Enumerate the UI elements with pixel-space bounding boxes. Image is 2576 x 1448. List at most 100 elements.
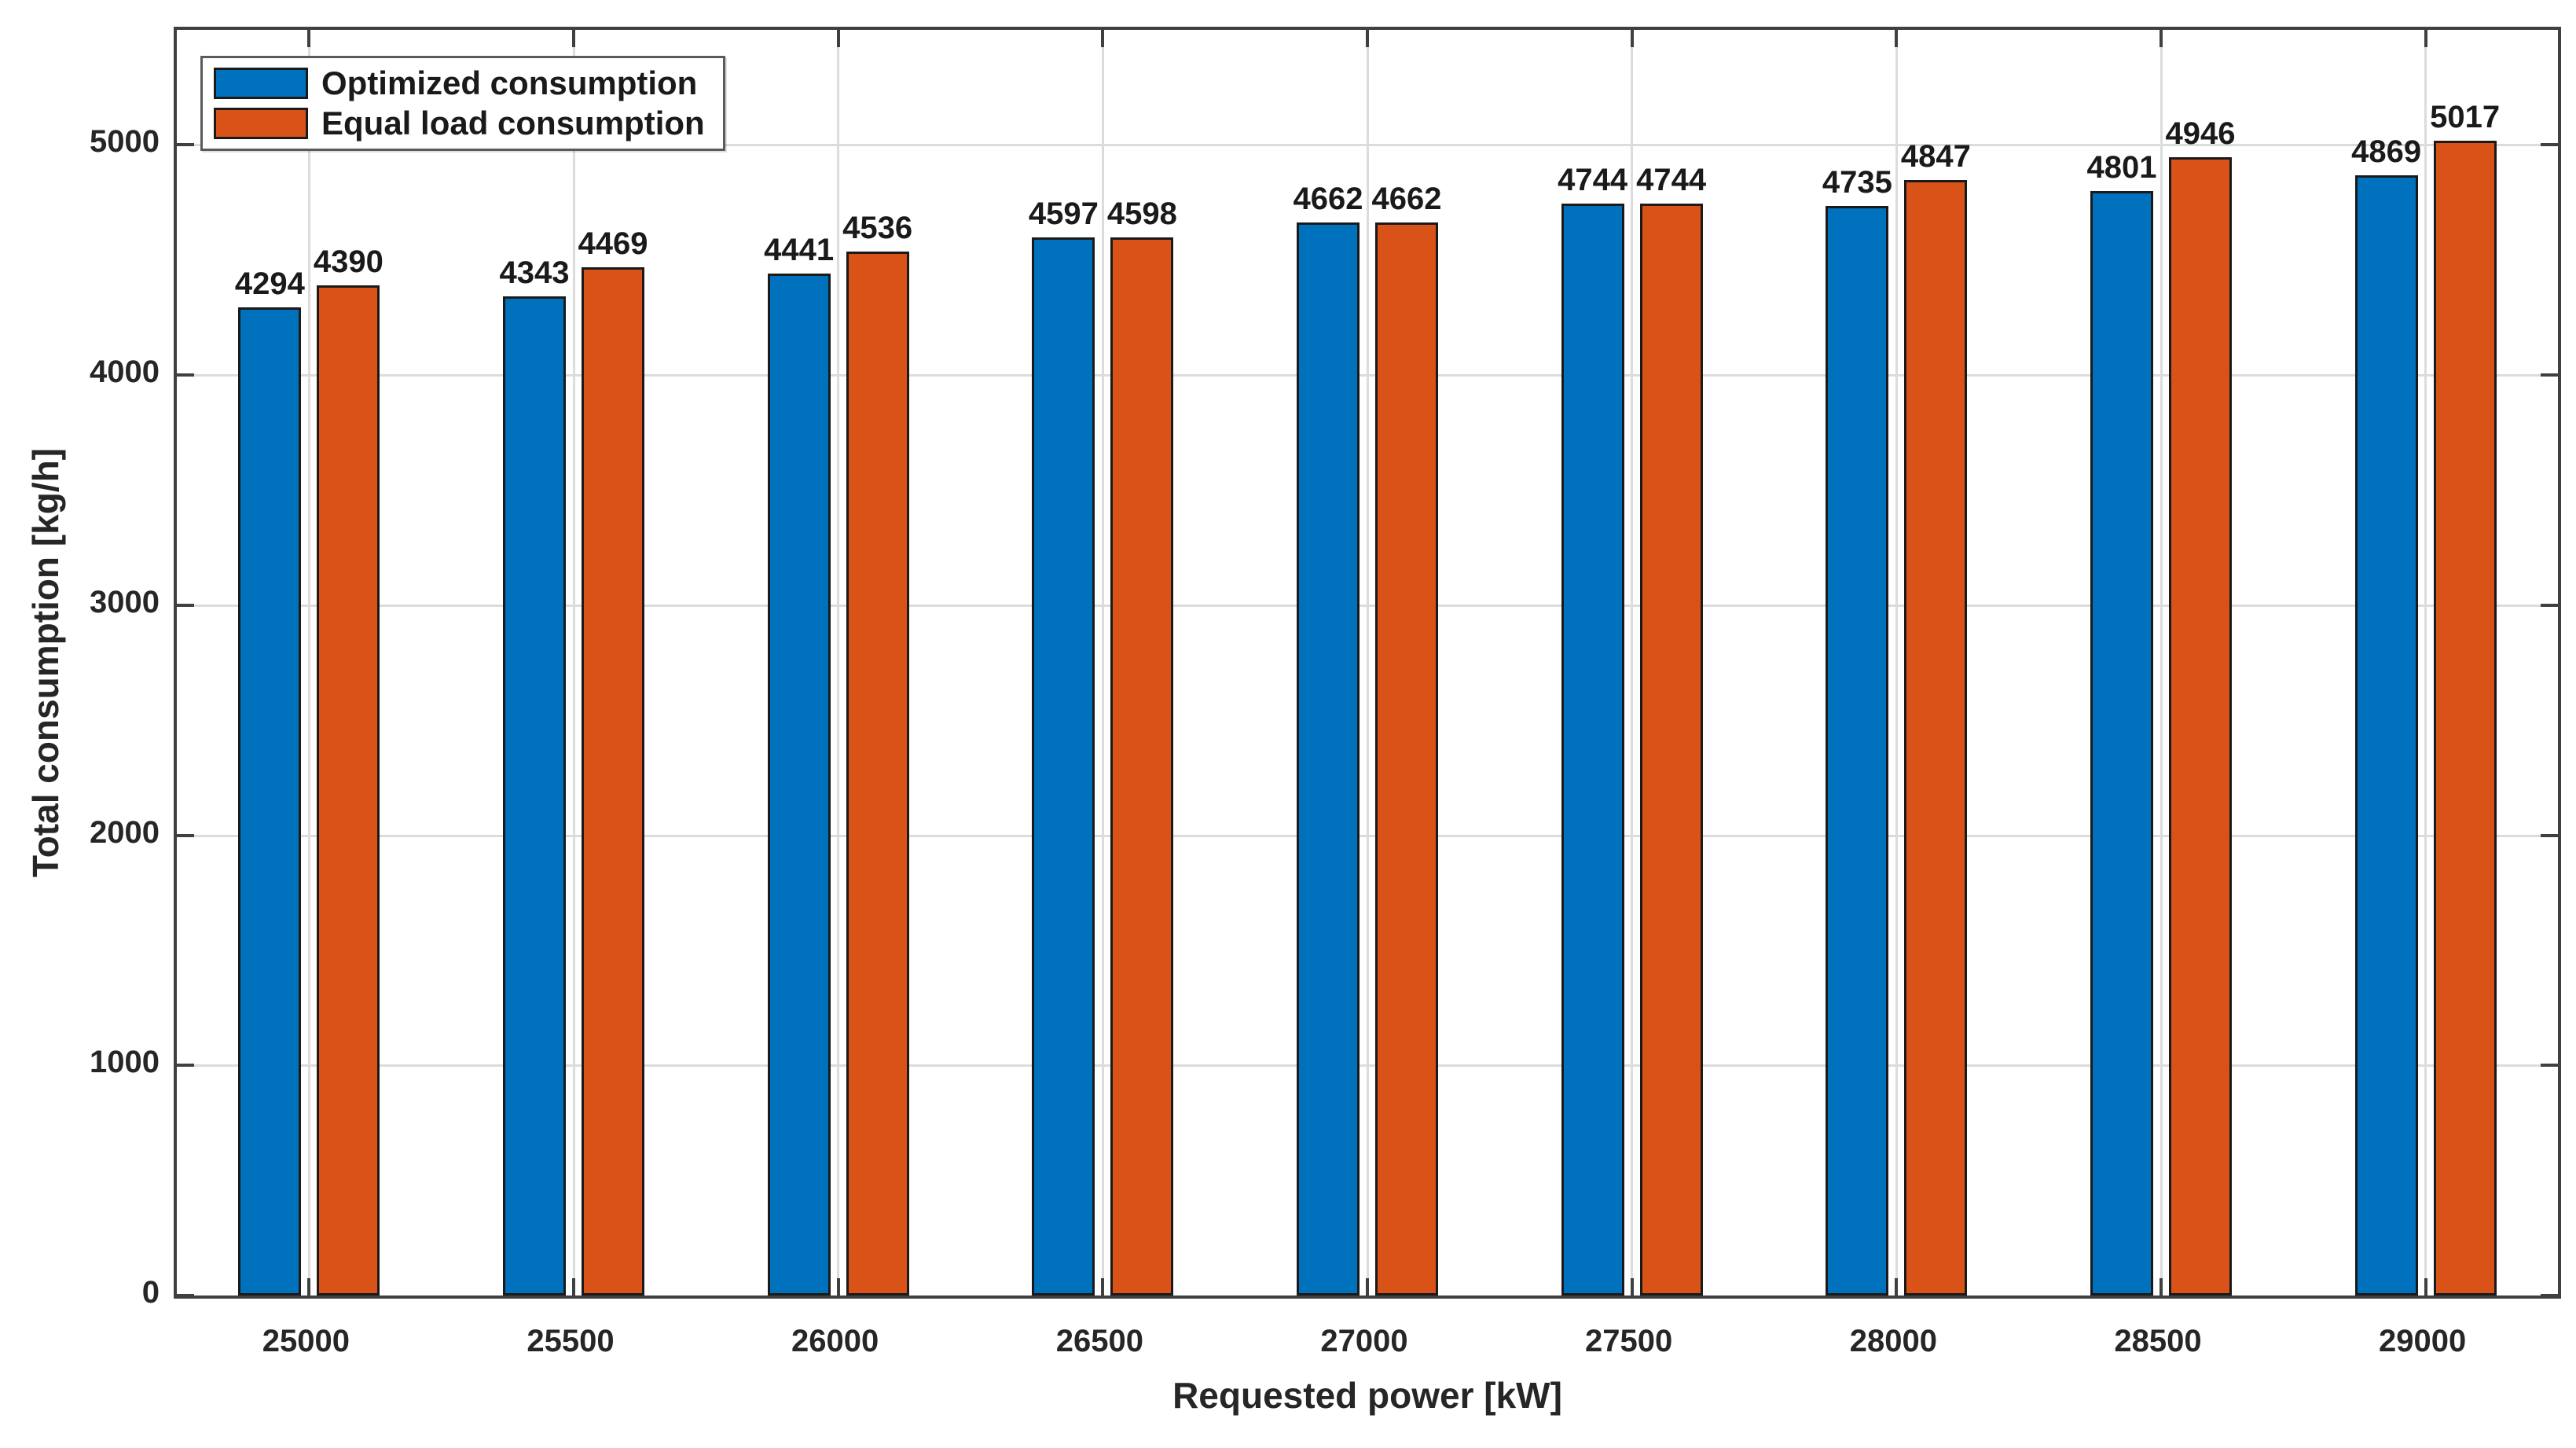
bar-value-label-optimized-26000: 4441 [764, 233, 835, 267]
x-tick-label-26000: 26000 [791, 1324, 879, 1358]
x-tick-top-28000 [1895, 30, 1899, 47]
x-tick-label-25000: 25000 [262, 1324, 350, 1358]
bar-equal-load-26500 [1110, 237, 1174, 1295]
y-tick-right-1000 [2541, 1064, 2558, 1068]
x-tick-top-29000 [2424, 30, 2427, 47]
gridline-v-25500 [572, 30, 575, 1295]
bar-value-label-optimized-27000: 4662 [1293, 182, 1363, 217]
bar-optimized-27500 [1561, 204, 1624, 1295]
bar-optimized-28000 [1826, 205, 1889, 1295]
bar-equal-load-26000 [846, 252, 909, 1295]
legend-swatch-optimized-icon [214, 67, 308, 99]
y-tick-left-2000 [177, 833, 194, 837]
x-tick-bottom-27000 [1366, 1278, 1369, 1295]
bar-equal-load-28000 [1904, 180, 1968, 1295]
gridline-v-26500 [1101, 30, 1104, 1295]
legend-label-optimized: Optimized consumption [321, 64, 698, 101]
x-axis-label: Requested power [kW] [1172, 1375, 1562, 1416]
bar-equal-load-29000 [2433, 141, 2497, 1295]
bar-value-label-optimized-28000: 4735 [1822, 164, 1892, 200]
bar-value-label-equal-load-28500: 4946 [2165, 116, 2236, 152]
bar-value-label-equal-load-27000: 4662 [1371, 182, 1442, 217]
bar-value-labels-layer: 4294 4390 4343 4469 4441 4536 4597 4598 4662 4662… [177, 30, 2558, 1295]
bar-optimized-27000 [1297, 222, 1360, 1295]
bars-layer [177, 30, 2558, 1295]
x-tick-bottom-26000 [836, 1278, 840, 1295]
gridline-v-28500 [2160, 30, 2163, 1295]
y-tick-left-0 [177, 1294, 194, 1297]
x-tick-bottom-28500 [2160, 1278, 2163, 1295]
y-tick-right-5000 [2541, 143, 2558, 147]
legend-swatch-equal-load-icon [214, 108, 308, 140]
bar-optimized-26500 [1032, 237, 1095, 1295]
y-tick-left-1000 [177, 1064, 194, 1068]
y-tick-label-5000: 5000 [90, 124, 160, 160]
legend-entry-optimized: Optimized consumption [203, 64, 723, 101]
y-tick-left-5000 [177, 143, 194, 147]
x-tick-label-29000: 29000 [2379, 1324, 2467, 1358]
bar-value-label-optimized-27500: 4744 [1558, 163, 1628, 198]
x-tick-bottom-25500 [572, 1278, 575, 1295]
y-tick-left-4000 [177, 373, 194, 377]
y-tick-label-1000: 1000 [90, 1045, 160, 1080]
bar-equal-load-25000 [317, 285, 380, 1295]
gridline-v-29000 [2424, 30, 2427, 1295]
x-tick-label-27500: 27500 [1585, 1324, 1673, 1358]
legend: Optimized consumption Equal load consumpt… [200, 56, 725, 151]
bar-optimized-26000 [767, 274, 831, 1295]
y-tick-label-0: 0 [141, 1275, 160, 1310]
x-tick-bottom-26500 [1101, 1278, 1105, 1295]
bar-value-label-equal-load-25500: 4469 [578, 226, 648, 261]
x-tick-label-27000: 27000 [1320, 1324, 1408, 1358]
axis-ticks-layer [177, 30, 2558, 1297]
bar-value-label-equal-load-28000: 4847 [1900, 139, 1971, 175]
bar-value-label-optimized-29000: 4869 [2351, 134, 2422, 169]
x-tick-bottom-25000 [307, 1278, 311, 1295]
bar-equal-load-27000 [1375, 222, 1438, 1295]
bar-value-label-equal-load-27500: 4744 [1636, 163, 1707, 198]
y-tick-label-2000: 2000 [90, 814, 160, 850]
bar-value-label-optimized-25000: 4294 [234, 266, 305, 302]
y-axis-label: Total consumption [kg/h] [25, 448, 66, 877]
x-tick-bottom-29000 [2424, 1278, 2427, 1295]
gridline-v-27500 [1631, 30, 1634, 1295]
bar-equal-load-28500 [2169, 157, 2232, 1295]
bar-value-label-equal-load-25000: 4390 [313, 244, 383, 279]
bar-value-label-equal-load-26000: 4536 [842, 211, 913, 246]
x-tick-top-28500 [2160, 30, 2163, 47]
gridline-v-27000 [1366, 30, 1369, 1295]
y-tick-right-4000 [2541, 373, 2558, 377]
bar-value-label-equal-load-29000: 5017 [2430, 100, 2501, 135]
x-tick-label-25500: 25500 [527, 1324, 615, 1358]
legend-label-equal-load: Equal load consumption [321, 105, 705, 142]
x-tick-top-27000 [1366, 30, 1369, 47]
x-tick-top-26500 [1101, 30, 1105, 47]
gridline-v-28000 [1895, 30, 1898, 1295]
gridlines-layer [177, 30, 2558, 1295]
y-tick-label-4000: 4000 [90, 355, 160, 390]
y-tick-label-3000: 3000 [90, 584, 160, 619]
legend-entry-equal-load: Equal load consumption [203, 107, 723, 140]
y-tick-right-2000 [2541, 833, 2558, 837]
x-tick-bottom-28000 [1895, 1278, 1899, 1295]
bar-value-label-optimized-25500: 4343 [499, 255, 570, 290]
y-tick-left-3000 [177, 603, 194, 607]
x-tick-label-28000: 28000 [1849, 1324, 1937, 1358]
x-tick-label-28500: 28500 [2114, 1324, 2202, 1358]
bar-value-label-optimized-28500: 4801 [2086, 149, 2157, 185]
plot-area: 4294 4390 4343 4469 4441 4536 4597 4598 4662 4662… [174, 27, 2561, 1299]
bar-equal-load-27500 [1639, 204, 1703, 1295]
bar-optimized-25000 [238, 307, 302, 1295]
x-tick-top-26000 [836, 30, 840, 47]
bar-value-label-equal-load-26500: 4598 [1106, 197, 1177, 232]
x-tick-top-25000 [307, 30, 311, 47]
bar-equal-load-25500 [582, 266, 644, 1295]
y-tick-right-0 [2541, 1294, 2558, 1297]
x-tick-label-26500: 26500 [1055, 1324, 1143, 1358]
x-tick-top-27500 [1630, 30, 1634, 47]
y-tick-right-3000 [2541, 603, 2558, 607]
bar-optimized-29000 [2354, 175, 2418, 1295]
x-tick-bottom-27500 [1630, 1278, 1634, 1295]
bar-value-label-optimized-26500: 4597 [1028, 197, 1099, 232]
